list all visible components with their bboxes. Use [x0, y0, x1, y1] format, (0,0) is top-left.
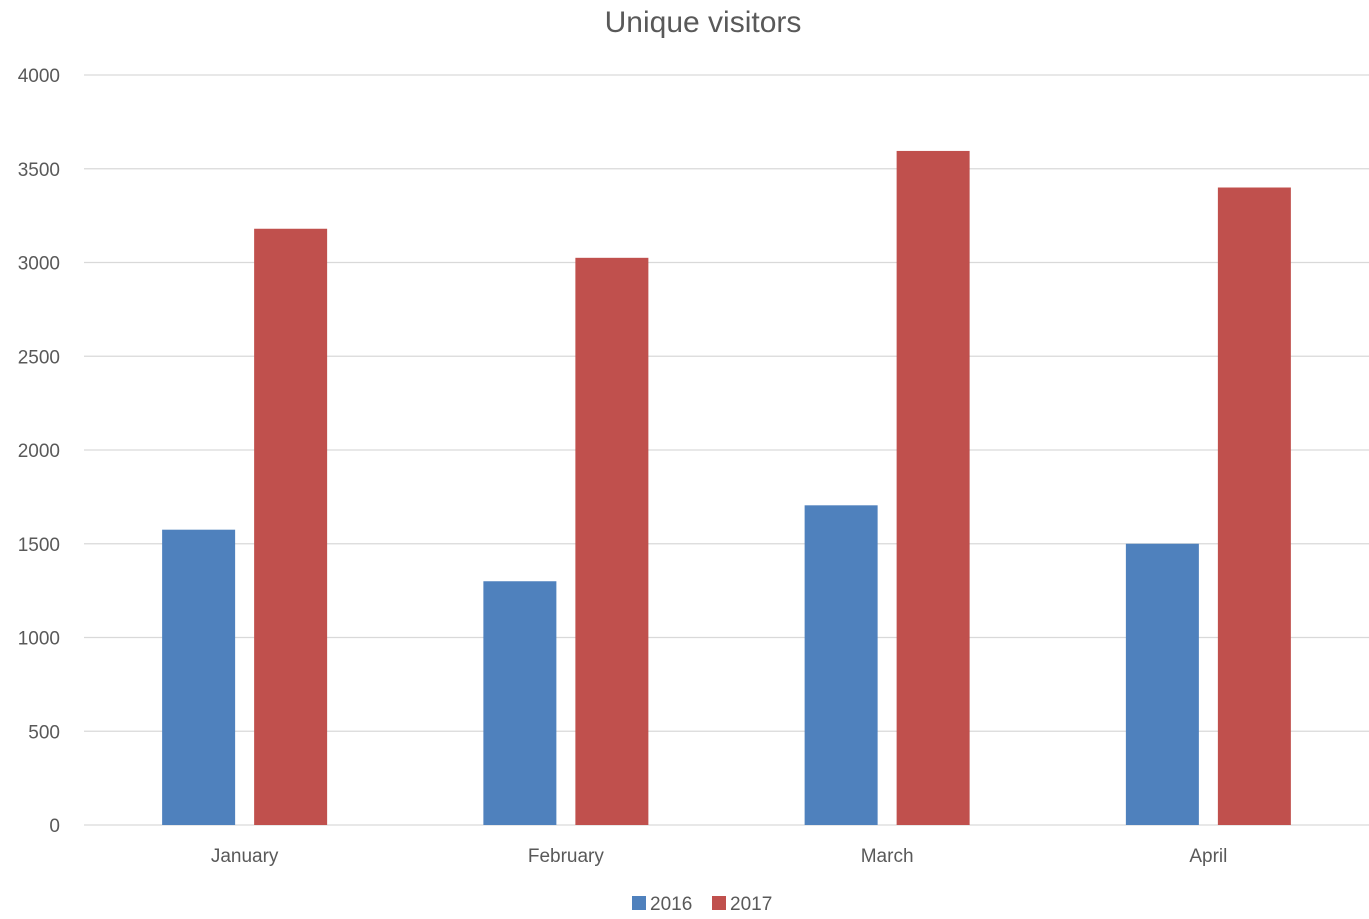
legend-label-2016: 2016: [650, 894, 692, 915]
y-tick-label: 1500: [18, 535, 60, 556]
bar-2016-march: [804, 505, 878, 825]
legend-swatch-2016: [632, 896, 646, 910]
bar-2016-february: [483, 581, 557, 825]
y-axis-tick-labels: 0 500 1000 1500 2000 2500 3000 3500 4000: [18, 66, 60, 837]
x-category-label: February: [528, 846, 605, 867]
y-tick-label: 1000: [18, 629, 60, 650]
x-axis-category-labels: January February March April: [211, 846, 1228, 867]
legend: 2016 2017: [632, 894, 772, 915]
chart-title: Unique visitors: [605, 6, 802, 39]
bar-2017-february: [575, 257, 649, 825]
x-category-label: January: [211, 846, 279, 867]
x-category-label: March: [861, 846, 914, 867]
bar-2017-march: [896, 150, 970, 825]
y-tick-label: 0: [49, 816, 60, 837]
y-tick-label: 4000: [18, 66, 60, 87]
bars: [162, 150, 1291, 825]
y-tick-label: 3000: [18, 254, 60, 275]
legend-label-2017: 2017: [730, 894, 772, 915]
y-tick-label: 3500: [18, 160, 60, 181]
bar-2016-april: [1125, 543, 1199, 825]
bar-2017-april: [1217, 187, 1291, 825]
legend-swatch-2017: [712, 896, 726, 910]
x-category-label: April: [1189, 846, 1227, 867]
y-tick-label: 2500: [18, 347, 60, 368]
bar-2017-january: [254, 228, 328, 825]
y-tick-label: 500: [28, 722, 60, 743]
bar-2016-january: [162, 529, 236, 825]
y-tick-label: 2000: [18, 441, 60, 462]
